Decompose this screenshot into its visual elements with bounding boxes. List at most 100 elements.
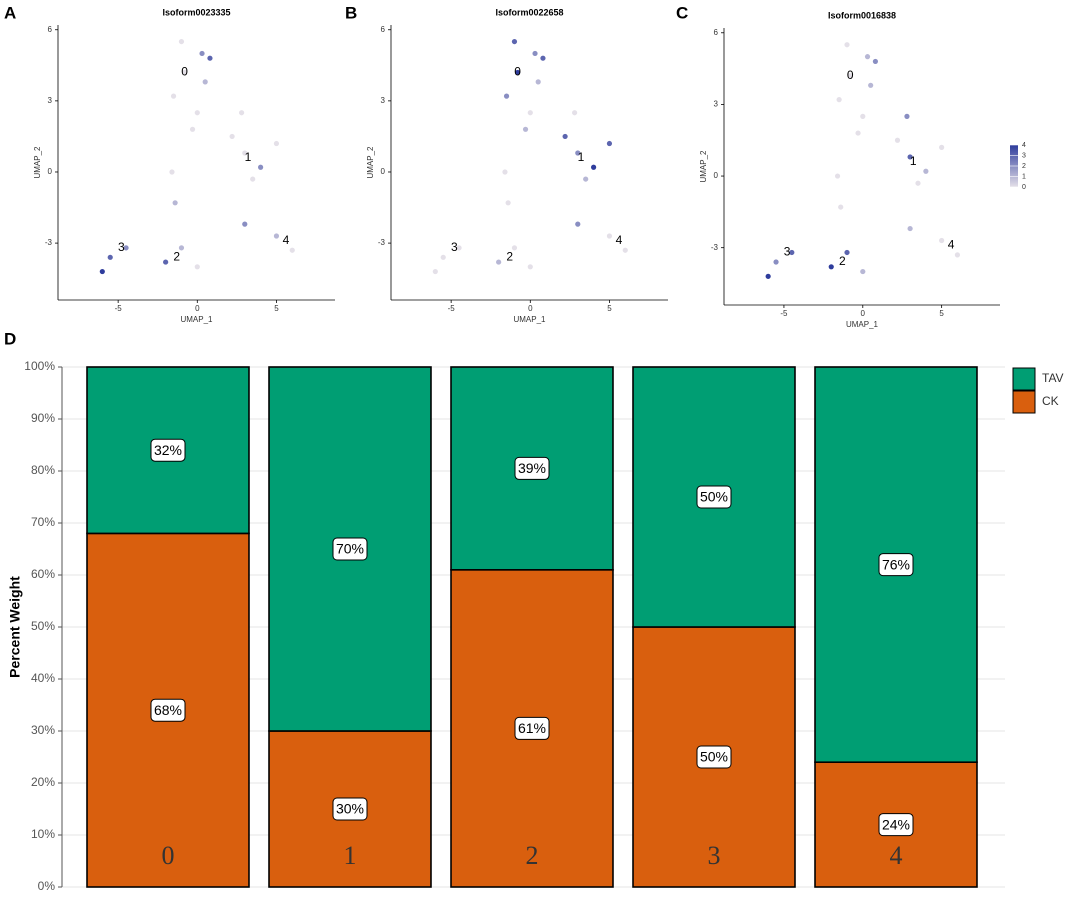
point — [273, 140, 280, 147]
chart-title: Isoform0016838 — [828, 10, 896, 20]
cluster-label: 1 — [578, 150, 585, 164]
point — [923, 168, 929, 174]
point — [535, 79, 541, 85]
point — [844, 42, 850, 48]
category-label: 0 — [162, 841, 175, 870]
point — [868, 82, 874, 88]
point — [432, 268, 438, 275]
cluster-label: 2 — [173, 249, 180, 263]
colorbar-tick-label: 1 — [1022, 173, 1026, 180]
point — [939, 144, 945, 150]
value-label: 39% — [518, 460, 546, 476]
legend-label: CK — [1042, 394, 1059, 408]
x-tick-label: 5 — [274, 304, 279, 313]
cluster-label: 0 — [514, 65, 521, 79]
point — [540, 55, 546, 61]
point — [939, 237, 945, 244]
x-tick-label: -5 — [448, 304, 456, 313]
point — [242, 150, 248, 156]
point — [864, 54, 871, 60]
point — [189, 126, 196, 132]
x-tick-label: 5 — [939, 309, 944, 318]
point — [838, 204, 844, 210]
point — [172, 200, 178, 206]
value-label-box — [696, 745, 732, 769]
cluster-label: 3 — [451, 240, 458, 254]
legend-swatch — [1012, 390, 1036, 414]
y-tick-label: 90% — [31, 411, 55, 425]
point — [836, 97, 842, 103]
point — [178, 245, 185, 251]
cluster-label: 4 — [948, 237, 955, 251]
cluster-label: 1 — [245, 150, 252, 164]
point — [250, 176, 256, 182]
cluster-label: 1 — [910, 154, 917, 168]
value-label-box — [696, 485, 732, 509]
point — [789, 249, 795, 256]
cluster-label: 3 — [784, 245, 791, 259]
value-label-box — [514, 456, 550, 480]
point — [107, 254, 113, 260]
cluster-label: 3 — [118, 240, 125, 254]
point — [575, 150, 581, 156]
value-label-box — [878, 553, 914, 577]
legend-label: TAV — [1042, 371, 1064, 385]
value-label: 32% — [154, 442, 182, 458]
point — [289, 247, 295, 253]
value-label: 70% — [336, 541, 364, 557]
point — [622, 247, 628, 253]
point — [199, 50, 205, 57]
y-tick-label: 0 — [48, 167, 53, 176]
x-tick-label: 0 — [528, 304, 533, 313]
point — [163, 259, 169, 265]
x-tick-label: 5 — [607, 304, 612, 313]
point — [847, 73, 853, 79]
point — [258, 164, 264, 170]
point — [575, 221, 581, 227]
y-tick-label: 0 — [714, 171, 719, 180]
y-axis-label: Percent Weight — [7, 576, 23, 678]
point — [872, 58, 879, 65]
point — [765, 273, 771, 279]
colorbar-tick-label: 3 — [1022, 152, 1026, 159]
point — [182, 69, 188, 76]
point — [242, 221, 248, 227]
point — [503, 93, 510, 99]
y-tick-label: -3 — [711, 243, 719, 252]
x-tick-label: -5 — [780, 309, 788, 318]
x-axis-label: UMAP_1 — [513, 315, 546, 324]
value-label: 68% — [154, 702, 182, 718]
point — [860, 268, 866, 275]
category-label: 4 — [890, 841, 903, 870]
point — [527, 264, 533, 270]
point — [178, 38, 185, 45]
y-axis-label: UMAP_2 — [699, 150, 708, 183]
y-tick-label: 6 — [714, 28, 719, 37]
point — [123, 245, 129, 251]
y-tick-label: 3 — [381, 96, 386, 105]
value-label-box — [150, 438, 186, 462]
cluster-label: 2 — [839, 254, 846, 268]
point — [844, 249, 850, 256]
point — [834, 173, 841, 179]
y-tick-label: 20% — [31, 775, 55, 789]
y-tick-label: -3 — [378, 238, 386, 247]
value-label: 24% — [882, 816, 910, 832]
colorbar-tick-label: 2 — [1022, 163, 1026, 170]
point — [170, 93, 177, 99]
point — [194, 110, 200, 116]
point — [202, 79, 208, 85]
y-tick-label: 6 — [48, 25, 53, 34]
point — [505, 200, 511, 206]
y-axis-label: UMAP_2 — [33, 146, 42, 179]
category-label: 3 — [708, 841, 721, 870]
point — [572, 110, 578, 116]
value-label: 61% — [518, 720, 546, 736]
y-tick-label: 0 — [381, 167, 386, 176]
x-axis-label: UMAP_1 — [180, 315, 213, 324]
point — [229, 133, 235, 140]
y-tick-label: 0% — [38, 879, 56, 893]
y-tick-label: 100% — [24, 359, 55, 373]
point — [907, 225, 913, 232]
